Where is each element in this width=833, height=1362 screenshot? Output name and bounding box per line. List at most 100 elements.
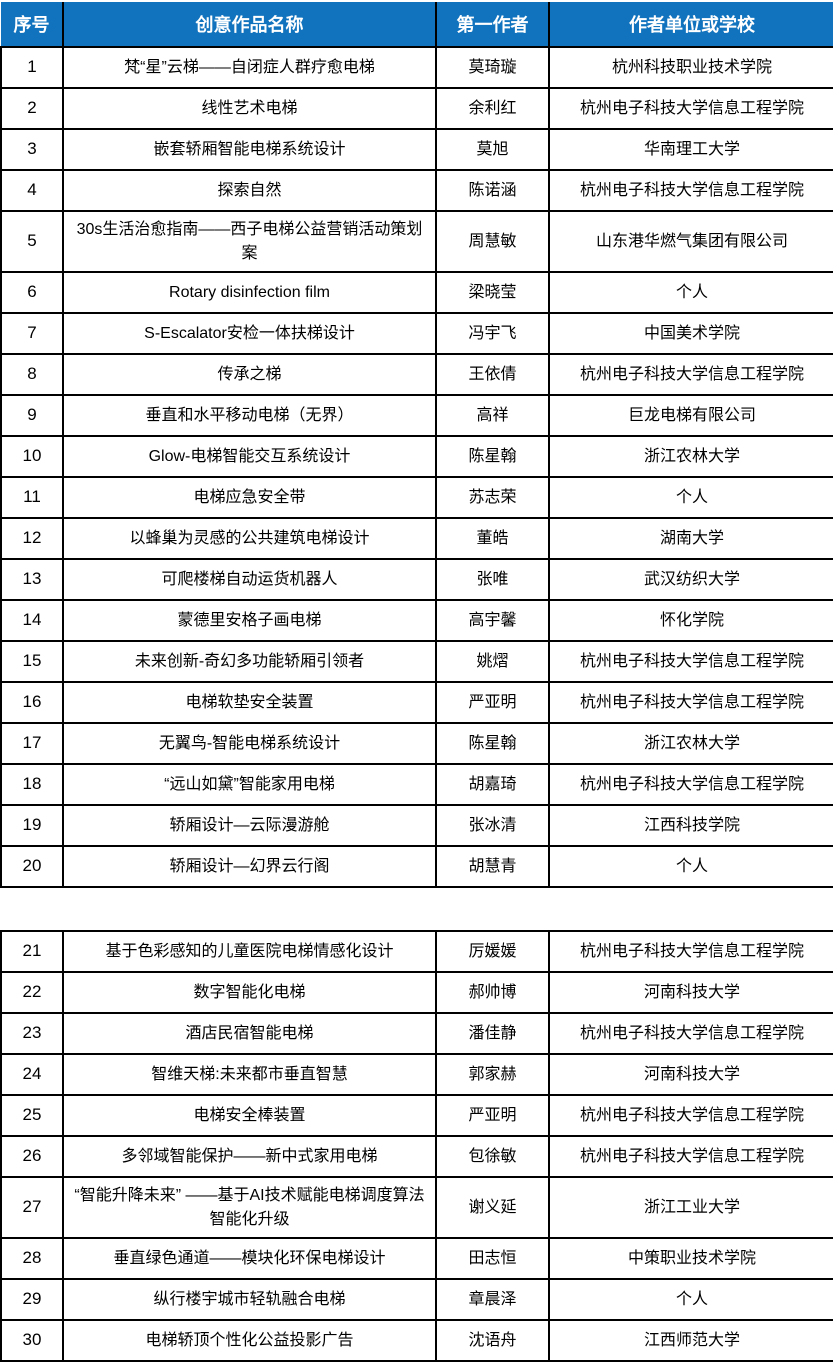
table-row: 18 “远山如黛”智能家用电梯 胡嘉琦 杭州电子科技大学信息工程学院: [0, 763, 833, 806]
row-index-cell: 6: [0, 271, 64, 314]
table-row: 17 无翼鸟-智能电梯系统设计 陈星翰 浙江农林大学: [0, 722, 833, 765]
table-row: 29 纵行楼宇城市轻轨融合电梯 章晨泽 个人: [0, 1278, 833, 1321]
row-index-cell: 2: [0, 87, 64, 130]
title-cell: 无翼鸟-智能电梯系统设计: [62, 722, 437, 765]
org-cell: 巨龙电梯有限公司: [548, 394, 833, 437]
column-header-org: 作者单位或学校: [548, 2, 833, 48]
title-cell: 基于色彩感知的儿童医院电梯情感化设计: [62, 930, 437, 973]
org-cell: 湖南大学: [548, 517, 833, 560]
title-cell: 梵“星”云梯——自闭症人群疗愈电梯: [62, 46, 437, 89]
row-index-cell: 12: [0, 517, 64, 560]
org-cell: 杭州电子科技大学信息工程学院: [548, 763, 833, 806]
row-index-cell: 21: [0, 930, 64, 973]
table-row: 25 电梯安全棒装置 严亚明 杭州电子科技大学信息工程学院: [0, 1094, 833, 1137]
author-cell: 姚熠: [435, 640, 550, 683]
author-cell: 陈星翰: [435, 435, 550, 478]
row-index-cell: 13: [0, 558, 64, 601]
title-cell: 嵌套轿厢智能电梯系统设计: [62, 128, 437, 171]
table-row: 3 嵌套轿厢智能电梯系统设计 莫旭 华南理工大学: [0, 128, 833, 171]
row-index-cell: 19: [0, 804, 64, 847]
title-cell: 垂直绿色通道——模块化环保电梯设计: [62, 1237, 437, 1280]
author-cell: 陈诺涵: [435, 169, 550, 212]
title-cell: 传承之梯: [62, 353, 437, 396]
row-index-cell: 14: [0, 599, 64, 642]
org-cell: 华南理工大学: [548, 128, 833, 171]
author-cell: 高宇馨: [435, 599, 550, 642]
row-index-cell: 3: [0, 128, 64, 171]
column-header-author: 第一作者: [435, 2, 550, 48]
title-cell: 酒店民宿智能电梯: [62, 1012, 437, 1055]
author-cell: 张唯: [435, 558, 550, 601]
row-index-cell: 29: [0, 1278, 64, 1321]
org-cell: 河南科技大学: [548, 1053, 833, 1096]
table-row: 20 轿厢设计—幻界云行阁 胡慧青 个人: [0, 845, 833, 888]
author-cell: 余利红: [435, 87, 550, 130]
author-cell: 谢义延: [435, 1176, 550, 1239]
row-index-cell: 8: [0, 353, 64, 396]
org-cell: 杭州电子科技大学信息工程学院: [548, 930, 833, 973]
author-cell: 苏志荣: [435, 476, 550, 519]
author-cell: 高祥: [435, 394, 550, 437]
title-cell: 线性艺术电梯: [62, 87, 437, 130]
row-index-cell: 7: [0, 312, 64, 355]
row-index-cell: 27: [0, 1176, 64, 1239]
table-row: 15 未来创新-奇幻多功能轿厢引领者 姚熠 杭州电子科技大学信息工程学院: [0, 640, 833, 683]
author-cell: 王依倩: [435, 353, 550, 396]
org-cell: 江西科技学院: [548, 804, 833, 847]
org-cell: 浙江农林大学: [548, 722, 833, 765]
row-index-cell: 26: [0, 1135, 64, 1178]
row-index-cell: 4: [0, 169, 64, 212]
org-cell: 杭州电子科技大学信息工程学院: [548, 640, 833, 683]
org-cell: 个人: [548, 1278, 833, 1321]
title-cell: 垂直和水平移动电梯（无界）: [62, 394, 437, 437]
author-cell: 胡嘉琦: [435, 763, 550, 806]
title-cell: 纵行楼宇城市轻轨融合电梯: [62, 1278, 437, 1321]
author-cell: 田志恒: [435, 1237, 550, 1280]
title-cell: 电梯应急安全带: [62, 476, 437, 519]
table-row: 27 “智能升降未来” ——基于AI技术赋能电梯调度算法智能化升级 谢义延 浙江工业大…: [0, 1176, 833, 1239]
org-cell: 杭州电子科技大学信息工程学院: [548, 1012, 833, 1055]
row-index-cell: 10: [0, 435, 64, 478]
table-row: 10 Glow-电梯智能交互系统设计 陈星翰 浙江农林大学: [0, 435, 833, 478]
author-cell: 莫旭: [435, 128, 550, 171]
org-cell: 杭州电子科技大学信息工程学院: [548, 353, 833, 396]
author-cell: 郭家赫: [435, 1053, 550, 1096]
row-index-cell: 5: [0, 210, 64, 273]
table-row: 12 以蜂巢为灵感的公共建筑电梯设计 董皓 湖南大学: [0, 517, 833, 560]
table-row: 22 数字智能化电梯 郝帅博 河南科技大学: [0, 971, 833, 1014]
org-cell: 个人: [548, 845, 833, 888]
author-cell: 包徐敏: [435, 1135, 550, 1178]
table-row: 16 电梯软垫安全装置 严亚明 杭州电子科技大学信息工程学院: [0, 681, 833, 724]
row-index-cell: 1: [0, 46, 64, 89]
author-cell: 董皓: [435, 517, 550, 560]
author-cell: 陈星翰: [435, 722, 550, 765]
author-cell: 梁晓莹: [435, 271, 550, 314]
title-cell: 30s生活治愈指南——西子电梯公益营销活动策划案: [62, 210, 437, 273]
row-index-cell: 22: [0, 971, 64, 1014]
table-row: 21 基于色彩感知的儿童医院电梯情感化设计 厉媛媛 杭州电子科技大学信息工程学院: [0, 930, 833, 973]
table-row: 8 传承之梯 王依倩 杭州电子科技大学信息工程学院: [0, 353, 833, 396]
org-cell: 武汉纺织大学: [548, 558, 833, 601]
author-cell: 严亚明: [435, 1094, 550, 1137]
column-header-index: 序号: [1, 2, 64, 48]
spacer-row: [1, 886, 833, 932]
author-cell: 潘佳静: [435, 1012, 550, 1055]
author-cell: 厉媛媛: [435, 930, 550, 973]
author-cell: 郝帅博: [435, 971, 550, 1014]
author-cell: 张冰清: [435, 804, 550, 847]
row-index-cell: 11: [0, 476, 64, 519]
row-index-cell: 25: [0, 1094, 64, 1137]
org-cell: 个人: [548, 476, 833, 519]
row-index-cell: 23: [0, 1012, 64, 1055]
table-row: 1 梵“星”云梯——自闭症人群疗愈电梯 莫琦璇 杭州科技职业技术学院: [0, 46, 833, 89]
org-cell: 山东港华燃气集团有限公司: [548, 210, 833, 273]
row-index-cell: 20: [0, 845, 64, 888]
title-cell: “智能升降未来” ——基于AI技术赋能电梯调度算法智能化升级: [62, 1176, 437, 1239]
table-body: 1 梵“星”云梯——自闭症人群疗愈电梯 莫琦璇 杭州科技职业技术学院 2 线性艺术电梯 余利…: [0, 46, 833, 1362]
table-row: 28 垂直绿色通道——模块化环保电梯设计 田志恒 中策职业技术学院: [0, 1237, 833, 1280]
org-cell: 杭州电子科技大学信息工程学院: [548, 681, 833, 724]
table-row: 13 可爬楼梯自动运货机器人 张唯 武汉纺织大学: [0, 558, 833, 601]
org-cell: 杭州电子科技大学信息工程学院: [548, 169, 833, 212]
